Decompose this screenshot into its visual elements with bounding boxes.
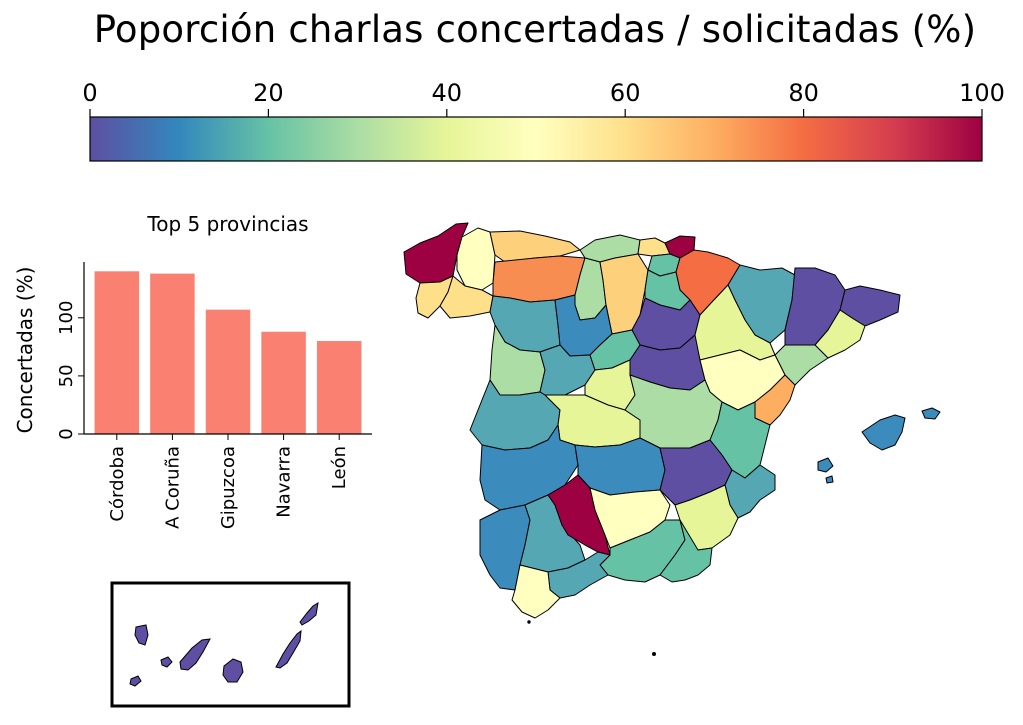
x-tick-label: A Coruña [162, 446, 183, 529]
y-tick-label: 50 [56, 364, 77, 387]
bar-chart: Top 5 provincias Concertadas (%) 050100 … [13, 212, 372, 529]
province-almeria [659, 519, 713, 583]
bar-1 [150, 273, 195, 434]
inset-frame [110, 581, 351, 708]
colorbar-rect [89, 116, 983, 162]
x-ticks: Córdoba A Coruña Gipuzcoa Navarra León [107, 434, 350, 529]
x-tick-label: Gipuzcoa [218, 446, 239, 529]
island-el-hierro [129, 675, 142, 687]
colorbar-ticks: 0 20 40 60 80 100 [82, 79, 1005, 117]
province-baleares-ibiza [817, 457, 834, 473]
melilla-marker [652, 652, 656, 656]
province-barcelona [814, 309, 866, 359]
island-fuerteventura [275, 629, 302, 669]
colorbar-tick-label: 60 [610, 79, 641, 107]
bar-4 [316, 341, 362, 434]
y-tick-label: 100 [56, 301, 77, 335]
ceuta-marker [527, 620, 531, 624]
province-ourense [439, 275, 494, 319]
x-tick-label: Córdoba [107, 446, 128, 522]
bar-3 [261, 331, 306, 434]
y-axis-label: Concertadas (%) [13, 267, 37, 434]
island-la-gomera [160, 656, 173, 668]
colorbar-tick-label: 20 [253, 79, 284, 107]
x-tick-label: Navarra [274, 446, 295, 518]
bar-chart-title: Top 5 provincias [146, 212, 308, 236]
colorbar-tick-label: 0 [82, 79, 97, 107]
y-ticks: 0 50 100 [56, 301, 84, 440]
x-tick-label: León [329, 446, 350, 489]
island-la-palma [134, 624, 149, 646]
province-cadiz [511, 564, 561, 619]
bars [94, 271, 362, 434]
province-asturias [489, 230, 581, 263]
colorbar-tick-label: 40 [432, 79, 463, 107]
province-baleares-mallorca [861, 414, 906, 451]
bar-0 [94, 271, 140, 434]
province-leon [492, 255, 586, 303]
colorbar: 0 20 40 60 80 100 [82, 79, 1005, 162]
province-bizkaia [637, 237, 671, 257]
province-lugo [456, 227, 496, 291]
bar-2 [205, 309, 251, 434]
colorbar-tick-label: 100 [959, 79, 1005, 107]
spain-map [403, 222, 941, 656]
province-baleares-formentera [825, 475, 834, 484]
colorbar-tick-label: 80 [788, 79, 819, 107]
island-lanzarote [299, 602, 319, 626]
province-baleares-menorca [921, 407, 941, 420]
island-tenerife [179, 638, 211, 671]
island-gran-canaria [222, 658, 244, 683]
province-murcia [674, 484, 739, 551]
figure-title: Poporción charlas concertadas / solicita… [93, 8, 977, 51]
y-tick-label: 0 [56, 428, 77, 439]
inset-canarias [110, 581, 351, 708]
